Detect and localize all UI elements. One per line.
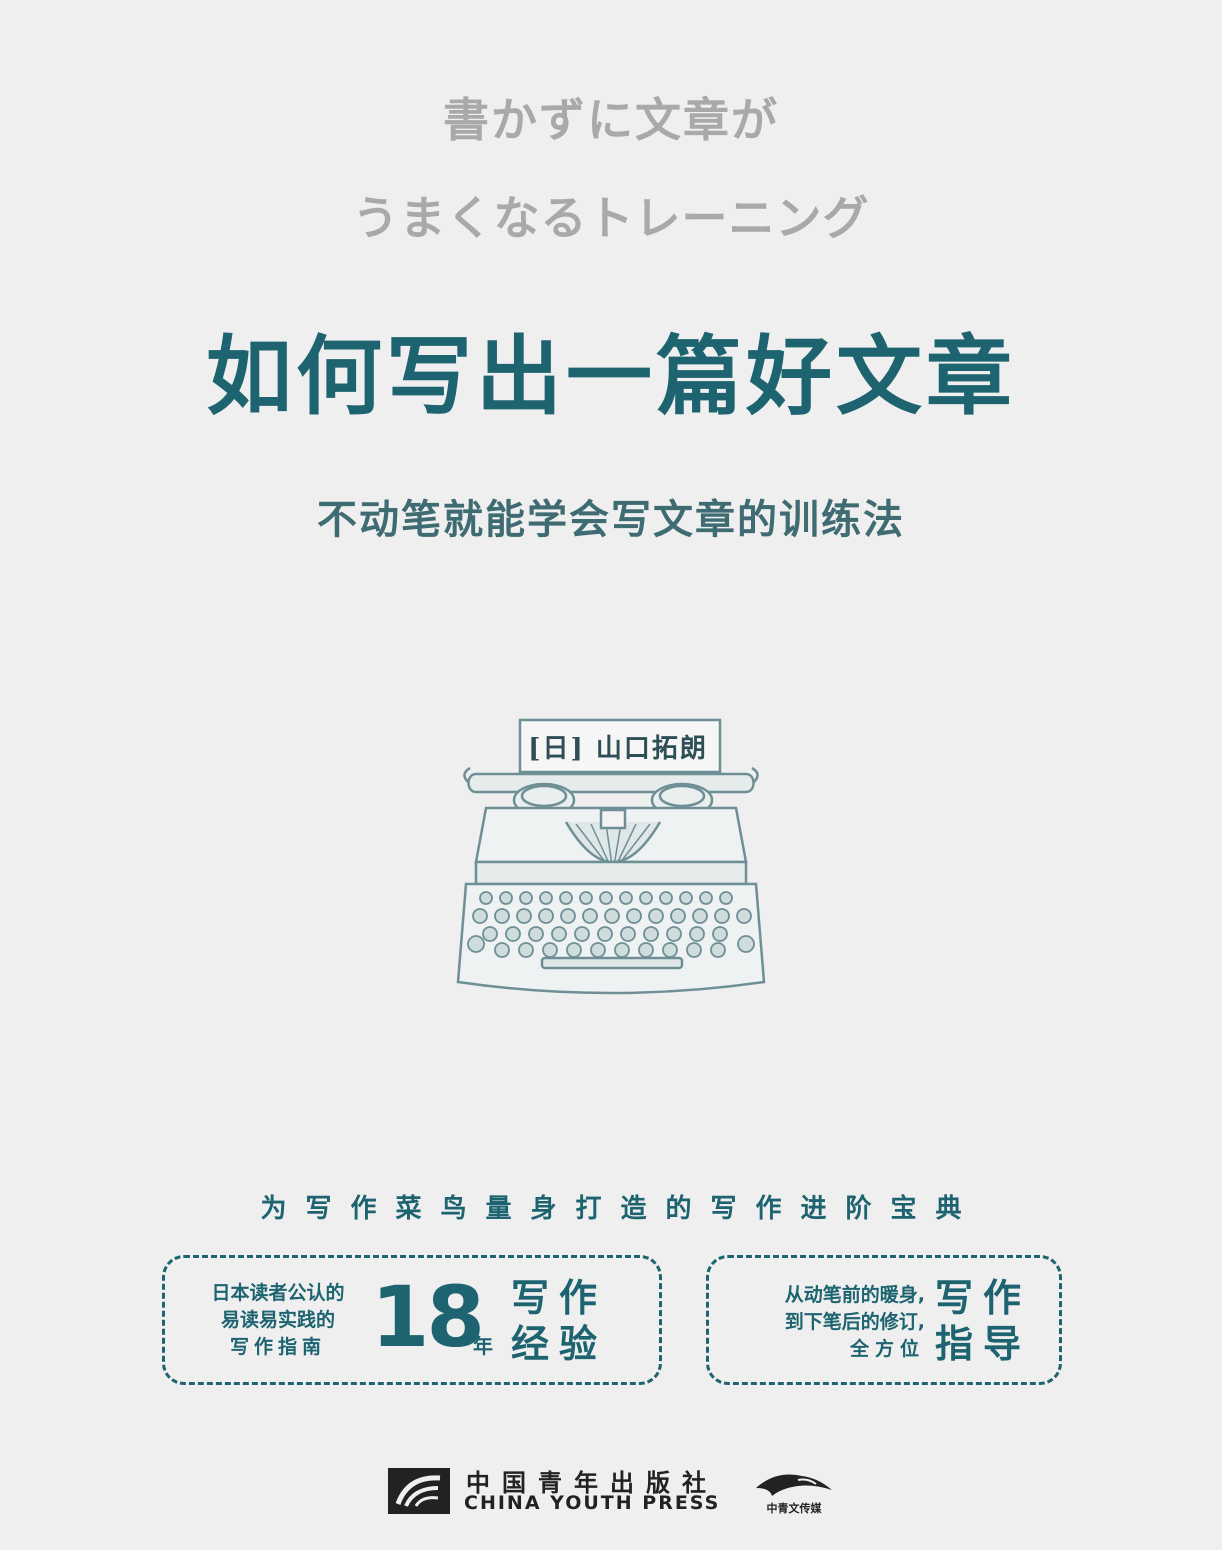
book-title: 如何写出一篇好文章 [206, 326, 1016, 427]
author-name: [日] 山口拓朗 [528, 734, 708, 764]
japanese-title-line2: うまくなるトレーニング [352, 191, 870, 245]
publisher-name-en: CHINA YOUTH PRESS [464, 1492, 721, 1514]
feature-left-line: 日本读者公认的 [211, 1282, 345, 1304]
feature-left-line: 易读易实践的 [220, 1309, 335, 1331]
feature-left-heading: 写作 经验 [511, 1275, 607, 1367]
years-number: 18 [371, 1268, 485, 1366]
feature-right-description: 从动笔前的暖身, 到下笔后的修订, 全方位 [735, 1282, 925, 1363]
feature-right-line: 到下笔后的修订, [784, 1311, 925, 1333]
publisher-name-cn: 中国青年出版社 [466, 1468, 718, 1497]
tagline: 为写作菜鸟量身打造的写作进阶宝典 [260, 1194, 981, 1224]
typewriter-illustration [456, 718, 766, 995]
feature-right-line: 全方位 [849, 1338, 925, 1360]
book-subtitle: 不动笔就能学会写文章的训练法 [317, 497, 905, 543]
feature-left-heading-line: 经验 [511, 1322, 608, 1366]
eagle-logo [756, 1474, 832, 1496]
feature-left-description: 日本读者公认的 易读易实践的 写作指南 [203, 1280, 353, 1361]
imprint-name: 中青文传媒 [766, 1502, 822, 1515]
feature-right-heading-line: 写作 [935, 1276, 1032, 1320]
years-unit: 年 [473, 1334, 493, 1358]
feature-right-line: 从动笔前的暖身, [784, 1284, 925, 1306]
feature-right-heading-line: 指导 [935, 1322, 1032, 1366]
feature-right-heading: 写作 指导 [935, 1275, 1031, 1367]
feature-box-experience: 日本读者公认的 易读易实践的 写作指南 18 年 写作 经验 [162, 1255, 662, 1385]
china-youth-press-logo [388, 1468, 450, 1514]
feature-left-line: 写作指南 [229, 1336, 326, 1358]
feature-box-guidance: 从动笔前的暖身, 到下笔后的修订, 全方位 写作 指导 [706, 1255, 1062, 1385]
feature-left-heading-line: 写作 [511, 1276, 608, 1320]
japanese-title-line1: 書かずに文章が [443, 93, 779, 147]
